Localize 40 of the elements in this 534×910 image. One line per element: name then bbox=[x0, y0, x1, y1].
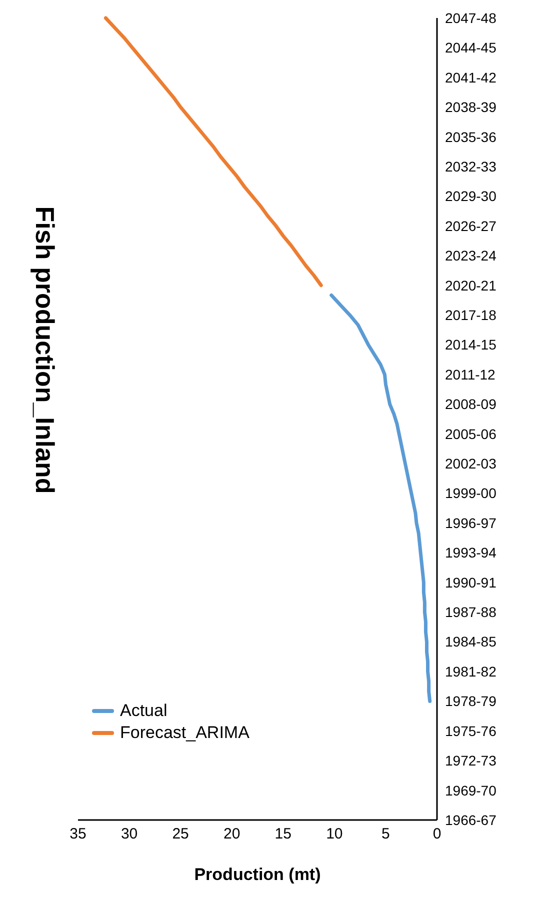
y-tick-label: 2011-12 bbox=[445, 366, 496, 382]
x-tick-label: 0 bbox=[432, 826, 442, 843]
y-tick-label: 1984-85 bbox=[445, 634, 497, 650]
y-tick-label: 2044-45 bbox=[445, 40, 497, 56]
y-tick-label: 1981-82 bbox=[445, 663, 497, 680]
x-tick-label: 15 bbox=[274, 826, 292, 843]
y-tick-label: 2029-30 bbox=[445, 188, 497, 204]
y-tick-label: 1993-94 bbox=[445, 544, 497, 561]
y-tick-label: 2002-03 bbox=[445, 456, 497, 472]
x-tick-label: 30 bbox=[120, 826, 138, 843]
legend-label: Forecast_ARIMA bbox=[120, 723, 250, 743]
legend-label: Actual bbox=[120, 701, 168, 721]
y-tick-label: 1990-91 bbox=[445, 574, 497, 590]
y-tick-label: 2023-24 bbox=[445, 248, 497, 264]
x-tick-label: 35 bbox=[70, 826, 86, 843]
x-axis-title: Production (mt) bbox=[194, 865, 321, 884]
y-tick-label: 2008-09 bbox=[445, 396, 497, 412]
y-tick-label: 2035-36 bbox=[445, 128, 497, 145]
y-tick-label: 2005-06 bbox=[445, 426, 497, 442]
y-tick-label: 2026-27 bbox=[445, 218, 497, 234]
y-tick-label: 2047-48 bbox=[445, 10, 497, 26]
y-tick-label: 1972-73 bbox=[445, 752, 497, 769]
x-tick-label: 5 bbox=[382, 826, 390, 843]
y-tick-label: 2041-42 bbox=[445, 69, 497, 86]
y-tick-label: 1996-97 bbox=[445, 514, 497, 531]
x-tick-label: 10 bbox=[326, 826, 343, 843]
y-tick-label: 2038-39 bbox=[445, 99, 497, 116]
y-tick-label: 1975-76 bbox=[445, 722, 497, 739]
y-tick-label: 2017-18 bbox=[445, 307, 497, 324]
y-tick-label: 1978-79 bbox=[445, 693, 497, 710]
x-tick-label: 25 bbox=[172, 826, 189, 843]
y-tick-label: 1966-67 bbox=[445, 812, 497, 828]
y-tick-label: 1987-88 bbox=[445, 604, 497, 620]
x-tick-label: 20 bbox=[224, 826, 240, 843]
y-tick-label: 1969-70 bbox=[445, 782, 497, 798]
y-tick-label: 2020-21 bbox=[445, 277, 497, 294]
y-tick-label: 1999-00 bbox=[445, 485, 497, 502]
y-tick-label: 2014-15 bbox=[445, 336, 497, 353]
y-tick-label: 2032-33 bbox=[445, 158, 497, 174]
text: Fish production_Inland bbox=[30, 206, 60, 494]
